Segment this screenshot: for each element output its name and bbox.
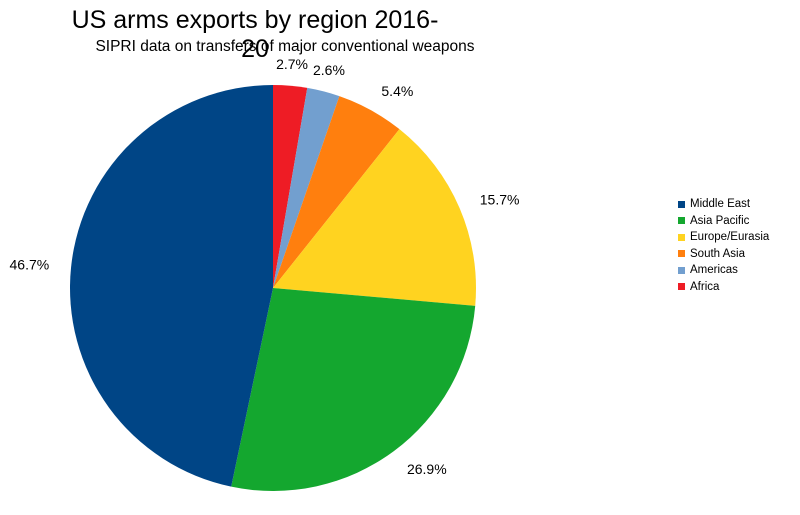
slice-label-middle-east: 46.7%: [10, 257, 50, 273]
legend-label: South Asia: [690, 247, 745, 260]
legend-swatch: [678, 233, 685, 241]
legend-item-europe-eurasia: Europe/Eurasia: [678, 229, 769, 246]
legend-swatch: [678, 217, 685, 225]
chart-legend: Middle East Asia Pacific Europe/Eurasia Sou…: [678, 196, 769, 295]
slice-label-asia-pacific: 26.9%: [407, 461, 447, 477]
legend-swatch: [678, 283, 685, 291]
slice-label-europe-eurasia: 15.7%: [480, 191, 520, 207]
legend-label: Americas: [690, 264, 738, 276]
chart-title: US arms exports by region 2016-20: [71, 6, 439, 63]
chart-subtitle: SIPRI data on transfers of major convent…: [95, 38, 475, 55]
legend-item-africa: Africa: [678, 279, 769, 296]
legend-item-middle-east: Middle East: [678, 196, 769, 213]
legend-label: Africa: [690, 280, 720, 293]
legend-item-americas: Americas: [678, 262, 769, 279]
pie-slice-asia-pacific: [231, 288, 476, 491]
pie-slice-middle-east: [70, 85, 273, 487]
legend-item-asia-pacific: Asia Pacific: [678, 213, 769, 230]
legend-swatch: [678, 250, 685, 258]
pie-slice-americas: [273, 87, 340, 288]
pie-slice-europe-eurasia: [273, 129, 476, 306]
legend-label: Middle East: [690, 198, 751, 210]
pie-slice-south-asia: [273, 96, 400, 289]
slice-label-americas: 2.6%: [313, 62, 345, 78]
legend-item-south-asia: South Asia: [678, 246, 769, 263]
slice-label-africa: 2.7%: [276, 56, 308, 72]
legend-label: Europe/Eurasia: [690, 231, 770, 243]
pie-slice-africa: [273, 85, 308, 288]
legend-label: Asia Pacific: [690, 214, 750, 227]
legend-swatch: [678, 200, 685, 208]
legend-swatch: [678, 266, 685, 274]
slice-label-south-asia: 5.4%: [381, 83, 413, 99]
